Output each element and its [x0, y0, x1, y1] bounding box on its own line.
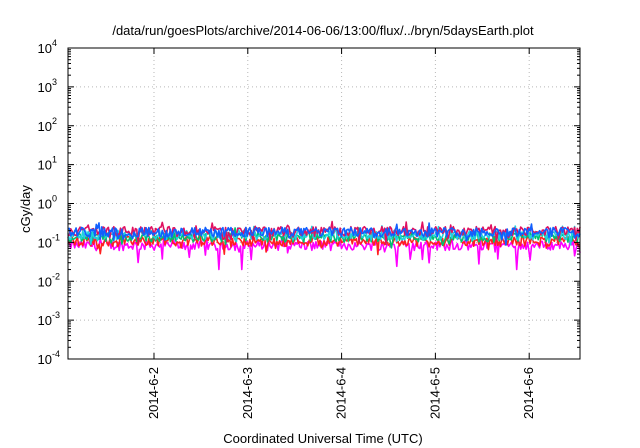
y-tick-base: 10: [38, 313, 52, 328]
y-tick-base: 10: [38, 158, 52, 173]
y-tick-exponent: -4: [52, 349, 60, 359]
y-tick-label: 10 2: [38, 116, 57, 134]
y-tick-label: 10 1: [38, 155, 57, 173]
y-tick-base: 10: [38, 352, 52, 367]
y-tick-exponent: -3: [52, 310, 60, 320]
y-tick-exponent: 2: [52, 116, 57, 126]
y-tick-label: 10 -2: [38, 271, 60, 289]
x-tick-label: 2014-6-4: [334, 367, 349, 419]
y-tick-label: 10 -3: [38, 310, 60, 328]
y-tick-exponent: -1: [52, 232, 60, 242]
y-tick-label: 10 4: [38, 38, 57, 56]
y-tick-exponent: -2: [52, 271, 60, 281]
y-tick-base: 10: [38, 274, 52, 289]
x-tick-label: 2014-6-3: [240, 367, 255, 419]
y-tick-exponent: 4: [52, 38, 57, 48]
grid: [68, 48, 580, 359]
y-tick-base: 10: [38, 197, 52, 212]
y-tick-base: 10: [38, 80, 52, 95]
series-layer: [67, 220, 581, 271]
x-tick-label: 2014-6-6: [521, 367, 536, 419]
y-axis-label: cGy/day: [18, 185, 33, 233]
y-tick-exponent: 0: [52, 194, 57, 204]
y-tick-label: 10 3: [38, 77, 57, 95]
y-tick-label: 10 -4: [38, 349, 60, 367]
y-tick-base: 10: [38, 119, 52, 134]
x-axis-label: Coordinated Universal Time (UTC): [223, 431, 422, 446]
y-tick-exponent: 3: [52, 77, 57, 87]
y-tick-label: 10 -1: [38, 232, 60, 250]
chart-title: /data/run/goesPlots/archive/2014-06-06/1…: [112, 23, 534, 38]
series-line: [67, 220, 581, 246]
series-line: [67, 222, 581, 246]
x-tick-label: 2014-6-2: [146, 367, 161, 419]
y-tick-base: 10: [38, 235, 52, 250]
y-tick-exponent: 1: [52, 155, 57, 165]
y-tick-base: 10: [38, 41, 52, 56]
x-tick-label: 2014-6-5: [427, 367, 442, 419]
y-tick-label: 10 0: [38, 194, 57, 212]
